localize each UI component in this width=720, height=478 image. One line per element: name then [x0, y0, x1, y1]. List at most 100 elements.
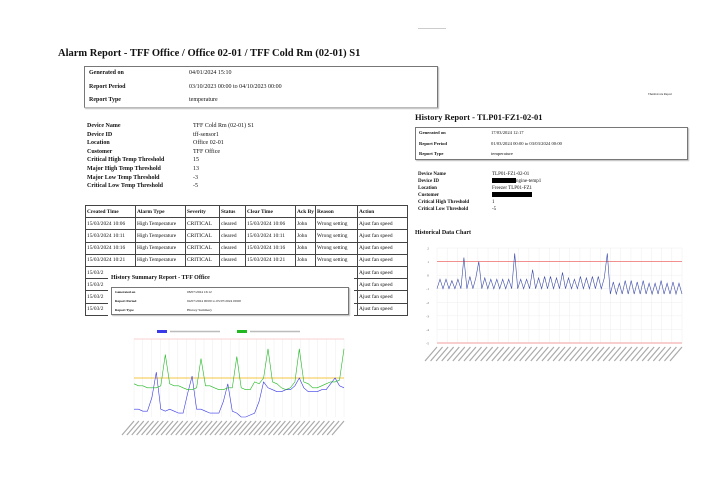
x-tick-mark	[228, 420, 242, 436]
table-cell: 15/03/2024 10:21	[245, 253, 296, 267]
info-label: Device ID	[87, 131, 113, 138]
table-cell: High Temperature	[135, 229, 186, 243]
table-cell: CRITICAL	[185, 253, 220, 267]
x-tick-mark	[508, 346, 521, 362]
x-tick-mark	[175, 420, 189, 436]
x-tick-mark	[469, 346, 483, 362]
meta-value: 17/03/2024 12:17	[491, 130, 524, 135]
x-tick-mark	[272, 420, 286, 436]
chart-heading: Historical Data Chart	[415, 230, 471, 236]
info-value: TFF Cold Rm (02-01) S1	[193, 123, 255, 129]
table-cell: Ajust fan speed	[357, 290, 408, 304]
table-cell: Wrong setting	[315, 241, 358, 255]
x-tick-mark	[185, 420, 198, 436]
x-tick-mark	[580, 346, 594, 362]
x-tick-mark	[569, 346, 583, 362]
y-tick-label: -4	[426, 328, 429, 332]
x-tick-mark	[446, 346, 460, 362]
table-cell: Wrong setting	[315, 253, 358, 267]
info-value: Freezer TLP01-FZ1	[492, 186, 533, 191]
info-row: Customer	[418, 192, 541, 199]
x-tick-mark	[608, 346, 622, 362]
brand-label: ThermoCare Report	[648, 92, 673, 96]
x-tick-mark	[574, 346, 588, 362]
x-tick-mark	[170, 420, 184, 436]
column-header: Action	[357, 204, 408, 219]
redaction	[492, 192, 532, 197]
meta-label: Report Period	[89, 83, 126, 90]
alarm-report-meta: Generated on 04/01/2024 15:10 Report Perio…	[84, 66, 438, 108]
table-cell: cleared	[219, 253, 246, 267]
summary-meta: Generated on 08/07/2024 16:12 Report Perio…	[111, 287, 349, 315]
meta-row: Report Type History Summary	[115, 306, 345, 315]
info-label: Major Low Temp Threshold	[87, 174, 160, 181]
meta-label: Report Type	[115, 308, 134, 312]
x-tick-mark	[535, 346, 549, 362]
x-tick-mark	[126, 420, 140, 436]
info-row: Critical Low Temp Threshold -5	[87, 182, 254, 191]
x-tick-mark	[424, 346, 438, 362]
info-row: Device ID tff-sensor1	[87, 131, 254, 140]
info-label: Critical High Threshold	[418, 200, 470, 205]
y-tick-label: 2	[427, 247, 429, 251]
column-header: Alarm Type	[135, 204, 186, 219]
table-cell: High Temperature	[135, 217, 186, 231]
x-tick-mark	[663, 346, 677, 362]
x-tick-mark	[586, 346, 599, 362]
info-label: Customer	[87, 148, 113, 155]
legend-swatch	[157, 330, 167, 333]
info-row: Device Name TFF Cold Rm (02-01) S1	[87, 122, 254, 131]
table-header: Created Time Alarm Type Severity Status Clea…	[85, 204, 408, 219]
x-tick-mark	[652, 346, 666, 362]
meta-row: Generated on 04/01/2024 15:10	[89, 67, 433, 81]
x-tick-mark	[150, 420, 164, 436]
meta-label: Generated on	[115, 290, 136, 294]
info-label: Location	[418, 186, 437, 191]
x-tick-mark	[619, 346, 633, 362]
table-cell: John	[295, 253, 316, 267]
info-row: Critical High Threshold 1	[418, 199, 541, 206]
x-tick-mark	[219, 420, 233, 436]
x-tick-mark	[238, 420, 252, 436]
table-cell: High Temperature	[135, 241, 186, 255]
table-row: 15/03/2024 10:16 High Temperature CRITICAL…	[85, 241, 408, 255]
table-cell: cleared	[219, 241, 246, 255]
x-tick-mark	[502, 346, 516, 362]
table-cell: CRITICAL	[185, 217, 220, 231]
table-cell: Ajust fan speed	[357, 229, 408, 243]
table-cell: CRITICAL	[185, 241, 220, 255]
y-tick-label: -2	[426, 301, 429, 305]
info-label: Device Name	[87, 123, 121, 129]
table-row: 15/03/2024 10:11 High Temperature CRITICAL…	[85, 229, 408, 243]
x-tick-mark	[180, 420, 194, 436]
table-cell: Ajust fan speed	[357, 278, 408, 292]
y-tick-label: -1	[426, 287, 429, 291]
info-value: 1	[492, 200, 495, 205]
table-cell: 15/03/2024 10:11	[245, 229, 296, 243]
x-tick-mark	[277, 420, 291, 436]
info-label: Critical Low Threshold	[418, 207, 469, 212]
column-header: Clear Time	[245, 204, 296, 219]
info-value: -3	[193, 174, 198, 181]
table-cell: John	[295, 241, 316, 255]
x-tick-mark	[435, 346, 449, 362]
series-line	[133, 348, 345, 391]
x-tick-mark	[658, 346, 672, 362]
meta-row: Generated on 08/07/2024 16:12	[115, 288, 345, 297]
history-device-info: Device Name TLP01-FZ1-02-01 Device ID ngine…	[418, 171, 541, 213]
x-tick-mark	[131, 420, 145, 436]
historical-data-chart: 2 1 0 -1 -2 -3 -4 -5	[424, 247, 683, 362]
history-report-meta: Generated on 17/03/2024 12:17 Report Perio…	[415, 127, 688, 160]
column-header: Created Time	[85, 204, 136, 219]
table-cell: John	[295, 217, 316, 231]
summary-title: History Summary Report - TFF Office	[111, 275, 210, 281]
x-tick-mark	[474, 346, 488, 362]
x-tick-mark	[591, 346, 605, 362]
table-cell: Wrong setting	[315, 217, 358, 231]
x-tick-mark	[613, 346, 627, 362]
table-cell: 15/03/2024 10:21	[85, 253, 136, 267]
info-value: 15	[193, 157, 199, 164]
series-line	[436, 253, 683, 296]
x-tick-mark	[669, 346, 683, 362]
x-tick-mark	[316, 420, 330, 436]
